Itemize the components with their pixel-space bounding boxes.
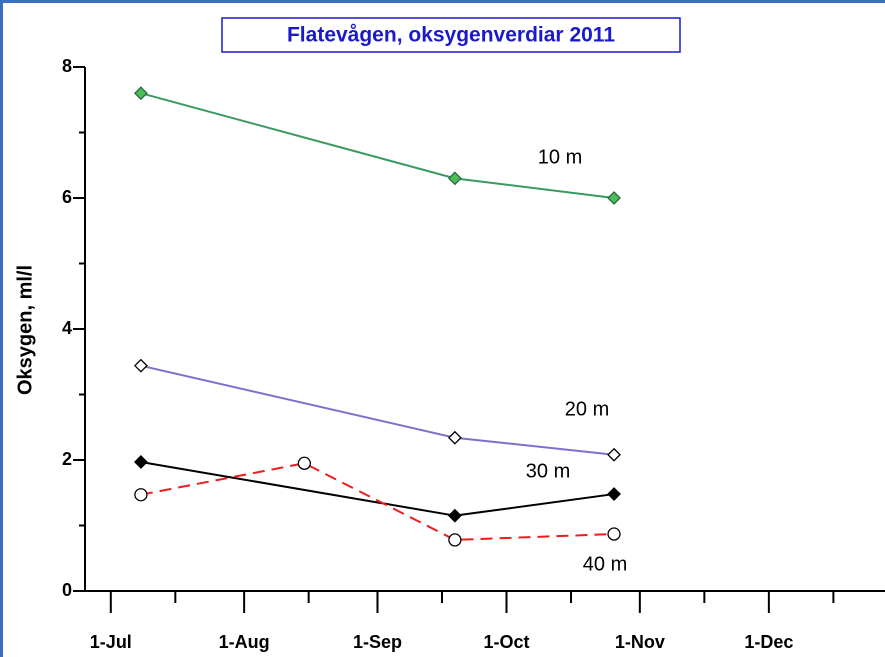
marker [607,191,621,205]
marker [447,430,462,445]
marker [133,455,148,469]
x-tick-label: 1-Oct [483,632,529,652]
marker [448,533,462,547]
marker [447,508,462,523]
y-axis-label: Oksygen, ml/l [14,265,36,395]
chart-title: Flatevågen, oksygenverdiar 2011 [287,24,615,47]
series-label: 20 m [565,398,609,420]
marker [133,358,148,373]
y-tick-label: 6 [62,187,72,207]
series-line [140,462,615,541]
marker [447,171,462,186]
series-label: 30 m [526,460,570,482]
y-tick-label: 8 [62,56,72,76]
marker [134,488,148,502]
marker [607,487,621,501]
marker [607,527,621,541]
x-tick-label: 1-Dec [744,632,793,652]
series-label: 10 m [538,146,582,168]
y-tick-label: 2 [62,449,72,469]
x-tick-label: 1-Nov [615,632,665,652]
x-tick-label: 1-Sep [353,632,402,652]
y-tick-label: 0 [62,580,72,600]
marker [297,456,312,470]
title-box [221,17,681,53]
marker [607,447,621,462]
x-tick-label: 1-Aug [219,632,270,652]
marker [133,86,148,101]
series-label: 40 m [583,553,627,575]
x-tick-label: 1-Jul [90,632,132,652]
y-tick-label: 4 [62,318,72,338]
